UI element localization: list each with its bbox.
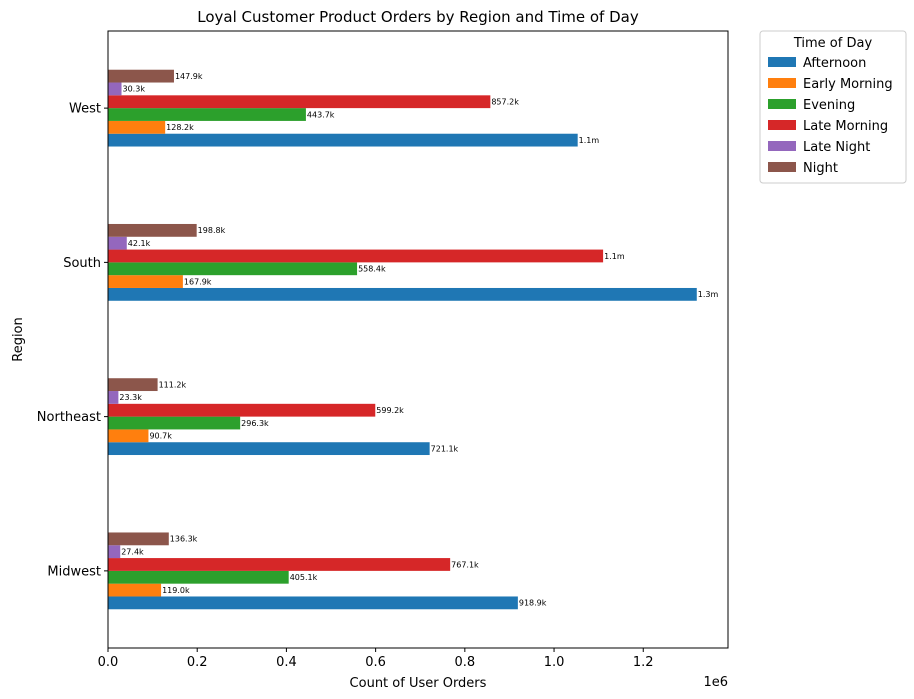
legend-swatch bbox=[768, 78, 796, 88]
bar-data-label: 767.1k bbox=[451, 560, 479, 569]
bar-data-label: 90.7k bbox=[149, 432, 172, 441]
legend-swatch bbox=[768, 162, 796, 172]
legend-swatch bbox=[768, 99, 796, 109]
y-tick-label: Northeast bbox=[37, 410, 101, 425]
legend-box bbox=[759, 30, 907, 184]
y-tick-label: West bbox=[69, 102, 101, 117]
bar-data-label: 128.2k bbox=[166, 123, 194, 132]
bar-data-label: 1.1m bbox=[604, 252, 625, 261]
x-axis-label: Count of User Orders bbox=[350, 676, 487, 691]
bar bbox=[108, 532, 169, 546]
bar bbox=[108, 442, 430, 456]
legend-items: Afternoon Early Morning Evening Late Mornin… bbox=[768, 56, 893, 176]
bar-data-label: 136.3k bbox=[170, 535, 198, 544]
bar bbox=[108, 583, 162, 597]
plot-frame bbox=[107, 30, 729, 649]
y-axis-label: Region bbox=[11, 317, 26, 362]
bar bbox=[108, 391, 119, 404]
x-tick-label: 0.4 bbox=[276, 655, 297, 670]
bar bbox=[108, 69, 174, 83]
bar bbox=[108, 249, 604, 263]
bar-data-label: 23.3k bbox=[119, 393, 142, 402]
bars-layer: 918.9k 119.0k 405.1k 767.1k 27.4k 136.3k 721.1… bbox=[108, 69, 719, 610]
bar bbox=[108, 416, 241, 430]
legend-swatch bbox=[768, 57, 796, 67]
bar-data-label: 405.1k bbox=[290, 573, 318, 582]
bar-data-label: 558.4k bbox=[358, 265, 386, 274]
bar-data-label: 119.0k bbox=[162, 586, 190, 595]
legend-swatch bbox=[768, 141, 796, 151]
bar bbox=[108, 275, 183, 288]
bar bbox=[108, 596, 518, 610]
bar bbox=[108, 378, 158, 392]
x-tick-label: 1.0 bbox=[544, 655, 565, 670]
bar-data-label: 27.4k bbox=[121, 547, 144, 556]
bar-data-label: 296.3k bbox=[241, 419, 269, 428]
bar-data-label: 443.7k bbox=[307, 110, 335, 119]
bar-data-label: 111.2k bbox=[159, 380, 187, 389]
y-tick-label: Midwest bbox=[47, 564, 101, 579]
bar bbox=[108, 287, 697, 301]
bar bbox=[108, 570, 289, 584]
bar bbox=[108, 429, 149, 443]
bar-data-label: 167.9k bbox=[184, 277, 212, 286]
bar-data-label: 198.8k bbox=[198, 226, 226, 235]
bar bbox=[108, 223, 197, 237]
x-tick-label: 1.2 bbox=[633, 655, 654, 670]
bar-data-label: 721.1k bbox=[431, 444, 459, 453]
x-tick-label: 0.0 bbox=[98, 655, 119, 670]
chart-title: Loyal Customer Product Orders by Region … bbox=[197, 8, 639, 26]
legend-entry-label: Late Morning bbox=[803, 119, 888, 134]
legend-entry-label: Late Night bbox=[803, 140, 870, 155]
x-tick-label: 0.8 bbox=[454, 655, 475, 670]
legend-entry-label: Night bbox=[803, 161, 838, 176]
bar bbox=[108, 558, 451, 571]
legend-swatch bbox=[768, 120, 796, 130]
bar bbox=[108, 545, 121, 559]
bar bbox=[108, 133, 578, 147]
bar bbox=[108, 236, 127, 250]
y-tick-label: South bbox=[63, 256, 101, 271]
bar bbox=[108, 82, 122, 96]
legend-entry-label: Early Morning bbox=[803, 77, 893, 92]
y-axis-ticks: Midwest Northeast South West bbox=[37, 102, 108, 579]
bar bbox=[108, 95, 491, 109]
x-tick-label: 0.2 bbox=[187, 655, 208, 670]
legend-entry-label: Evening bbox=[803, 98, 855, 113]
bar-data-label: 147.9k bbox=[175, 72, 203, 81]
bar-data-label: 599.2k bbox=[376, 406, 404, 415]
legend: Time of Day Afternoon Early Morning Evenin… bbox=[759, 30, 907, 184]
x-axis-offset-label: 1e6 bbox=[703, 675, 728, 690]
bar-data-label: 918.9k bbox=[519, 599, 547, 608]
x-tick-label: 0.6 bbox=[365, 655, 386, 670]
legend-entry-label: Afternoon bbox=[803, 56, 866, 71]
legend-title: Time of Day bbox=[793, 36, 873, 51]
bar-data-label: 1.1m bbox=[579, 136, 600, 145]
bar-data-label: 30.3k bbox=[123, 85, 146, 94]
bar bbox=[108, 403, 376, 417]
bar-data-label: 1.3m bbox=[698, 290, 719, 299]
bar bbox=[108, 120, 166, 134]
bar-data-label: 42.1k bbox=[128, 239, 151, 248]
bar bbox=[108, 108, 306, 121]
x-axis-ticks: 0.0 0.2 0.4 0.6 0.8 1.0 1.2 bbox=[98, 648, 654, 670]
bar-data-label: 857.2k bbox=[491, 98, 519, 107]
bar bbox=[108, 262, 358, 276]
